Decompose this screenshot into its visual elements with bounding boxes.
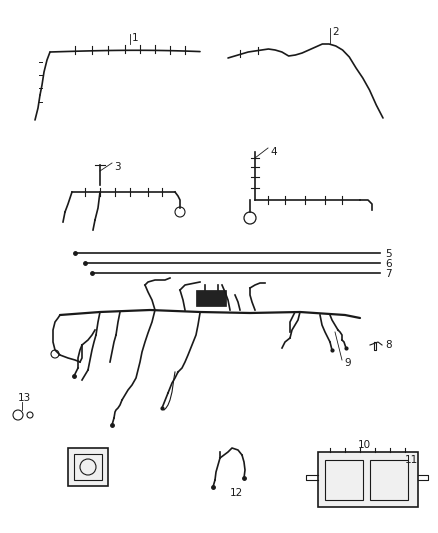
Text: 10: 10 [358,440,371,450]
Text: 12: 12 [230,488,243,498]
Text: 9: 9 [344,358,351,368]
Text: 3: 3 [114,162,120,172]
Text: 8: 8 [385,340,392,350]
Text: 7: 7 [385,269,392,279]
Bar [318,452,418,507]
Bar [196,290,226,306]
Bar [370,460,408,500]
Bar [74,454,102,480]
Bar [325,460,363,500]
Text: 13: 13 [18,393,31,403]
Bar [68,448,108,486]
Text: 1: 1 [132,33,138,43]
Text: 6: 6 [385,259,392,269]
Text: 11: 11 [405,455,418,465]
Text: 4: 4 [270,147,277,157]
Text: 2: 2 [332,27,339,37]
Text: 5: 5 [385,249,392,259]
